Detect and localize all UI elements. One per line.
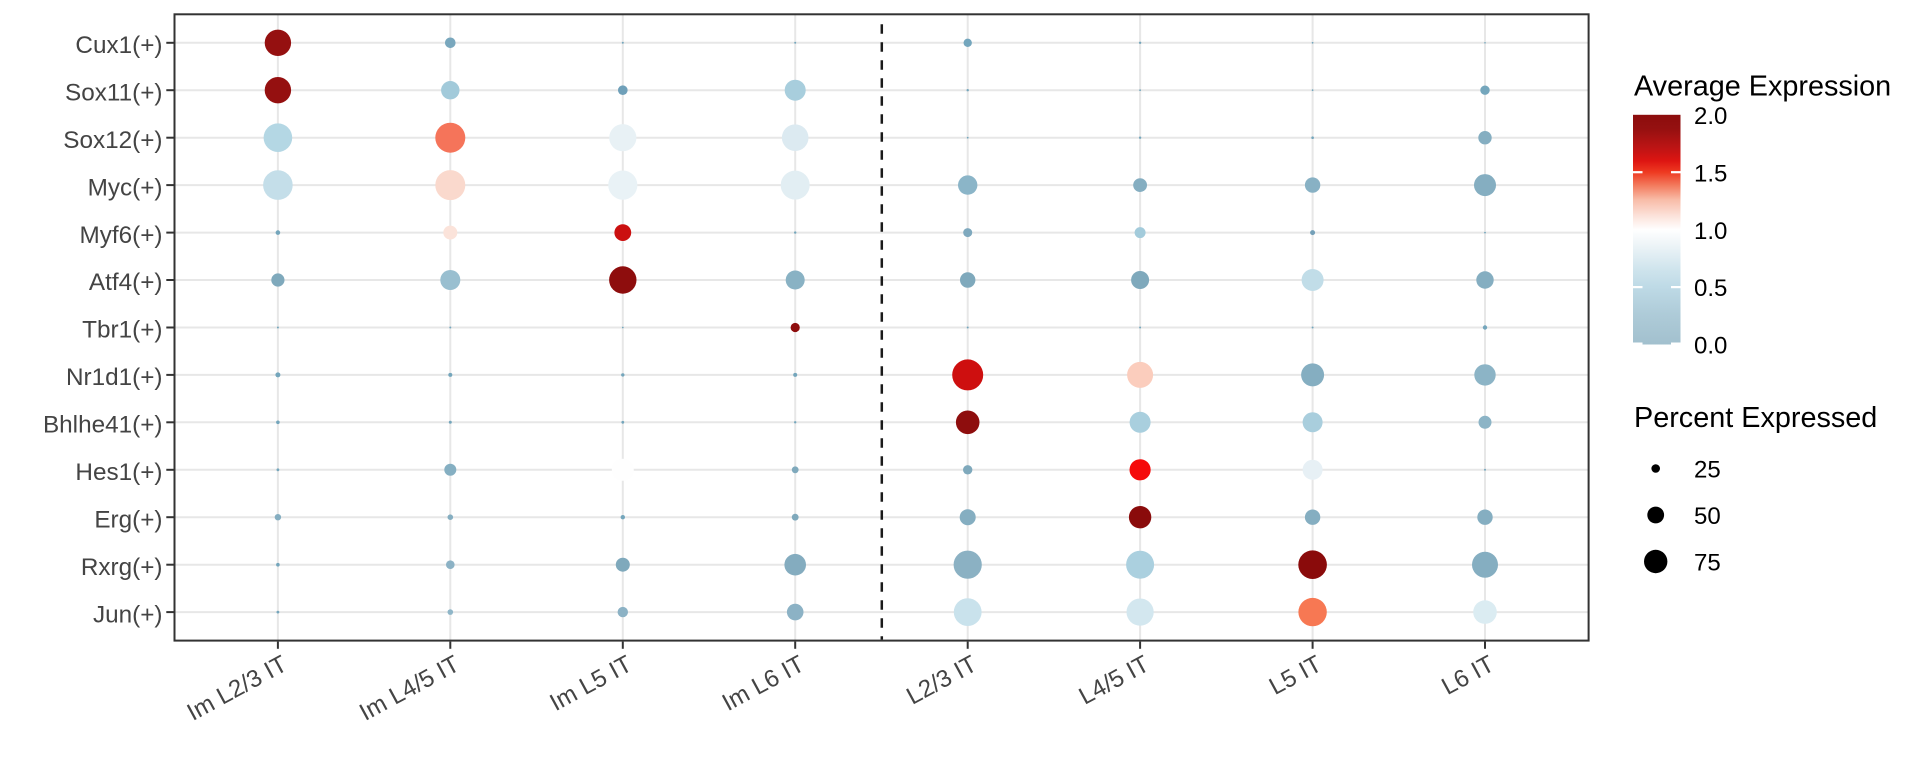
svg-text:Sox12(+): Sox12(+): [63, 127, 162, 154]
svg-text:Rxrg(+): Rxrg(+): [81, 554, 163, 581]
svg-text:Average Expression: Average Expression: [1634, 71, 1891, 103]
svg-text:0.0: 0.0: [1694, 333, 1727, 360]
svg-text:75: 75: [1694, 550, 1721, 577]
svg-text:Jun(+): Jun(+): [93, 601, 163, 628]
svg-text:Cux1(+): Cux1(+): [75, 32, 162, 59]
svg-text:Myc(+): Myc(+): [88, 174, 163, 201]
svg-text:Hes1(+): Hes1(+): [75, 459, 162, 486]
svg-text:Atf4(+): Atf4(+): [89, 269, 163, 296]
svg-text:Myf6(+): Myf6(+): [79, 222, 162, 249]
svg-text:Percent Expressed: Percent Expressed: [1634, 402, 1877, 434]
svg-text:Erg(+): Erg(+): [94, 506, 162, 533]
svg-text:Sox11(+): Sox11(+): [65, 79, 162, 106]
svg-text:Tbr1(+): Tbr1(+): [82, 317, 162, 344]
svg-text:1.5: 1.5: [1694, 160, 1727, 187]
svg-text:2.0: 2.0: [1694, 103, 1727, 130]
svg-text:0.5: 0.5: [1694, 275, 1727, 302]
svg-text:50: 50: [1694, 503, 1721, 530]
svg-text:25: 25: [1694, 457, 1721, 484]
svg-text:1.0: 1.0: [1694, 218, 1727, 245]
svg-text:Nr1d1(+): Nr1d1(+): [66, 364, 163, 391]
svg-text:Bhlhe41(+): Bhlhe41(+): [43, 412, 163, 439]
